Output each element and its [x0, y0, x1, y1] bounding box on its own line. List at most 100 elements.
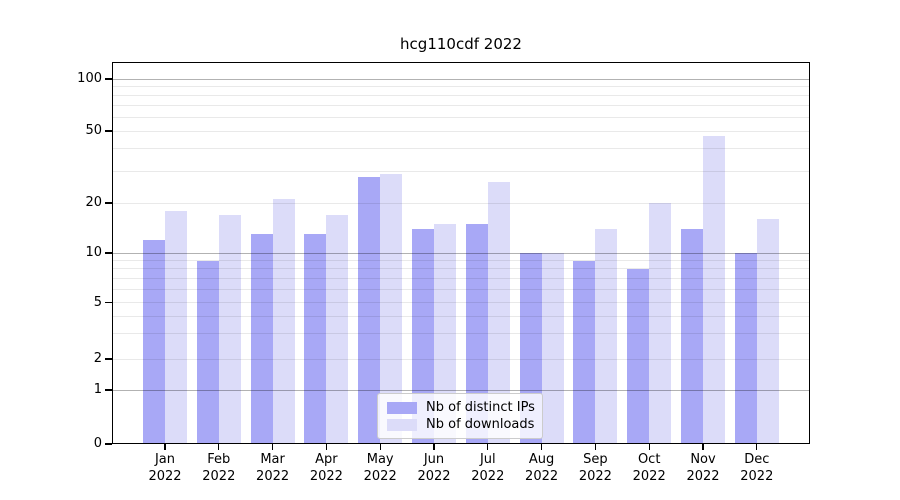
- x-tick-year: 2022: [363, 469, 397, 484]
- gridline: [113, 116, 809, 118]
- gridline: [113, 268, 809, 270]
- y-tick-mark: [105, 443, 112, 445]
- y-axis-tick-label: 1: [93, 382, 102, 397]
- y-tick-mark: [105, 130, 112, 132]
- gridline: [113, 202, 809, 204]
- bar-distinct-ips: [143, 239, 165, 444]
- x-tick-month: Mar: [260, 452, 285, 467]
- bar-downloads: [380, 173, 403, 444]
- bar-downloads: [165, 210, 187, 444]
- x-axis-tick-label: Feb 2022: [187, 451, 251, 485]
- bar-downloads: [326, 214, 349, 444]
- x-tick-year: 2022: [578, 469, 612, 484]
- x-tick-month: Jun: [423, 452, 445, 467]
- x-tick-month: Aug: [528, 452, 555, 467]
- y-tick-mark: [105, 252, 112, 254]
- x-tick-month: Sep: [583, 452, 608, 467]
- x-axis-tick-label: Jun 2022: [402, 451, 466, 485]
- bar-distinct-ips: [573, 260, 596, 444]
- gridline: [113, 358, 809, 360]
- x-tick-month: Apr: [315, 452, 338, 467]
- gridline: [113, 170, 809, 172]
- chart-title: hcg110cdf 2022: [400, 35, 522, 53]
- bar-downloads: [595, 228, 618, 444]
- x-tick-mark: [487, 444, 489, 450]
- legend-label: Nb of distinct IPs: [426, 400, 535, 415]
- x-axis-tick-label: Mar 2022: [241, 451, 305, 485]
- legend-item: Nb of downloads: [387, 416, 535, 433]
- gridline: [113, 78, 809, 80]
- legend-swatch: [387, 401, 417, 414]
- x-axis-tick-label: Dec 2022: [725, 451, 789, 485]
- x-tick-mark: [702, 444, 704, 450]
- bar-distinct-ips: [412, 228, 434, 444]
- y-axis-tick-label: 100: [77, 71, 102, 86]
- x-tick-year: 2022: [686, 469, 720, 484]
- x-tick-year: 2022: [202, 469, 236, 484]
- bar-distinct-ips: [304, 234, 327, 444]
- bar-downloads: [703, 135, 725, 444]
- bar-downloads: [649, 203, 672, 444]
- bar-distinct-ips: [196, 260, 219, 444]
- y-axis-tick-label: 2: [93, 351, 102, 366]
- bar-downloads: [541, 253, 564, 444]
- x-tick-month: Oct: [637, 452, 661, 467]
- x-axis-tick-label: Apr 2022: [294, 451, 358, 485]
- bar-downloads: [434, 223, 456, 444]
- bar-distinct-ips: [250, 234, 273, 444]
- y-tick-mark: [105, 301, 112, 304]
- x-tick-month: Feb: [207, 452, 231, 467]
- y-axis-tick-label: 20: [85, 195, 102, 210]
- bar-distinct-ips: [358, 176, 381, 444]
- y-axis-tick-label: 50: [85, 123, 102, 138]
- legend-label: Nb of downloads: [426, 417, 535, 432]
- x-tick-month: Dec: [744, 452, 770, 467]
- legend: Nb of distinct IPs Nb of downloads: [377, 393, 543, 439]
- y-tick-mark: [105, 202, 112, 204]
- x-tick-mark: [540, 444, 543, 450]
- x-tick-mark: [164, 444, 166, 450]
- x-tick-year: 2022: [471, 469, 505, 484]
- x-axis-tick-label: Oct 2022: [617, 451, 681, 485]
- x-tick-month: Jul: [479, 452, 496, 467]
- x-tick-mark: [325, 444, 328, 450]
- x-axis-tick-label: Aug 2022: [510, 451, 574, 485]
- legend-swatch: [387, 418, 417, 431]
- x-tick-year: 2022: [256, 469, 290, 484]
- gridline: [113, 252, 809, 254]
- bar-downloads: [756, 219, 779, 444]
- x-axis-tick-label: Sep 2022: [563, 451, 627, 485]
- x-tick-mark: [648, 444, 650, 450]
- gridline: [113, 105, 809, 107]
- gridline: [113, 86, 809, 88]
- bar-downloads: [487, 182, 510, 444]
- gridline: [113, 389, 809, 391]
- x-tick-year: 2022: [309, 469, 343, 484]
- bar-distinct-ips: [627, 268, 650, 444]
- x-tick-month: Jan: [154, 452, 176, 467]
- x-tick-mark: [433, 444, 435, 450]
- gridline: [113, 333, 809, 335]
- y-tick-mark: [105, 358, 112, 360]
- x-tick-mark: [271, 444, 274, 450]
- x-tick-mark: [218, 444, 220, 450]
- gridline: [113, 277, 809, 279]
- y-tick-mark: [105, 78, 112, 80]
- x-tick-year: 2022: [632, 469, 666, 484]
- x-tick-year: 2022: [148, 469, 182, 484]
- x-tick-year: 2022: [525, 469, 559, 484]
- gridline: [113, 130, 809, 132]
- bar-downloads: [218, 214, 241, 444]
- x-tick-year: 2022: [417, 469, 451, 484]
- x-tick-mark: [594, 444, 597, 450]
- y-axis-tick-label: 10: [85, 245, 102, 260]
- x-tick-year: 2022: [740, 469, 774, 484]
- bar-distinct-ips: [465, 223, 488, 444]
- x-axis-tick-label: Jan 2022: [133, 451, 197, 485]
- legend-item: Nb of distinct IPs: [387, 399, 535, 416]
- bar-distinct-ips: [681, 228, 703, 444]
- x-tick-mark: [379, 444, 381, 450]
- x-tick-mark: [756, 444, 758, 450]
- gridline: [113, 260, 809, 262]
